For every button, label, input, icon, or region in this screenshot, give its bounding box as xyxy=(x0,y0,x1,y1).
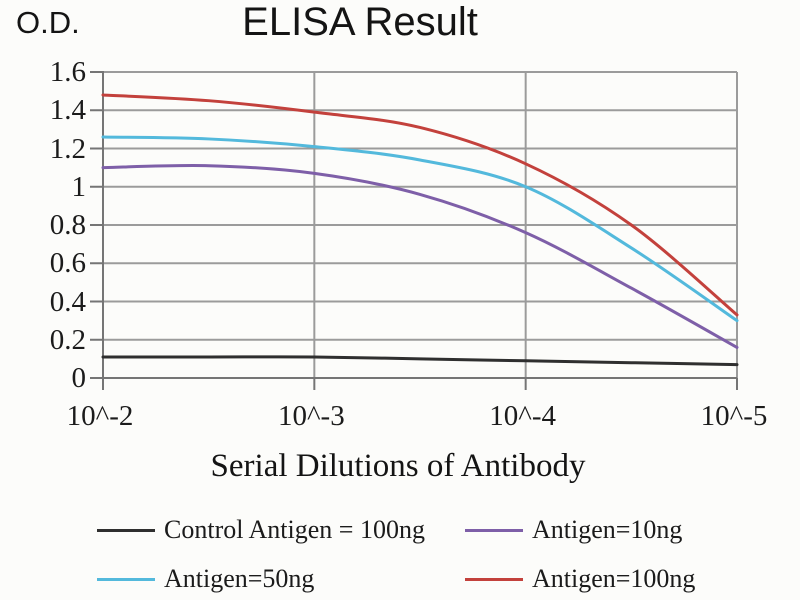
y-tick-label: 1.6 xyxy=(49,56,86,88)
x-tick-label: 10^-3 xyxy=(277,400,345,432)
legend-line-swatch xyxy=(465,577,523,581)
y-tick-label: 0.2 xyxy=(49,323,86,356)
y-tick-label: 1.4 xyxy=(49,94,86,127)
y-axis-title: O.D. xyxy=(16,5,80,40)
x-axis-title: Serial Dilutions of Antibody xyxy=(210,448,586,484)
y-tick-label: 0.4 xyxy=(49,285,86,318)
x-tick-label: 10^-4 xyxy=(489,400,557,432)
curve-antigen-10ng xyxy=(101,164,739,349)
x-tick-label: 10^-5 xyxy=(700,400,768,432)
x-tick-label: 10^-2 xyxy=(66,400,134,432)
legend-item: Antigen=50ng xyxy=(97,562,314,596)
legend-label: Control Antigen = 100ng xyxy=(164,515,425,544)
curve-antigen-50ng xyxy=(101,135,739,323)
y-tick-label: 0 xyxy=(71,362,87,394)
legend-label: Antigen=10ng xyxy=(532,515,683,544)
legend-item: Antigen=100ng xyxy=(465,562,695,596)
curve-control-antigen-100ng xyxy=(101,355,739,367)
legend-item: Antigen=10ng xyxy=(465,513,682,547)
chart-title: ELISA Result xyxy=(242,0,478,44)
y-tick-label: 0.8 xyxy=(49,209,86,241)
legend-line-swatch xyxy=(97,528,155,532)
legend-label: Antigen=100ng xyxy=(532,564,696,593)
curve-antigen-100ng xyxy=(101,93,739,317)
legend-line-swatch xyxy=(465,528,523,532)
y-tick-label: 1.2 xyxy=(49,132,86,165)
legend-label: Antigen=50ng xyxy=(164,564,315,593)
y-tick-label: 0.6 xyxy=(49,247,86,280)
y-tick-label: 1 xyxy=(71,170,87,203)
legend-line-swatch xyxy=(97,577,155,581)
legend-item: Control Antigen = 100ng xyxy=(97,513,425,547)
